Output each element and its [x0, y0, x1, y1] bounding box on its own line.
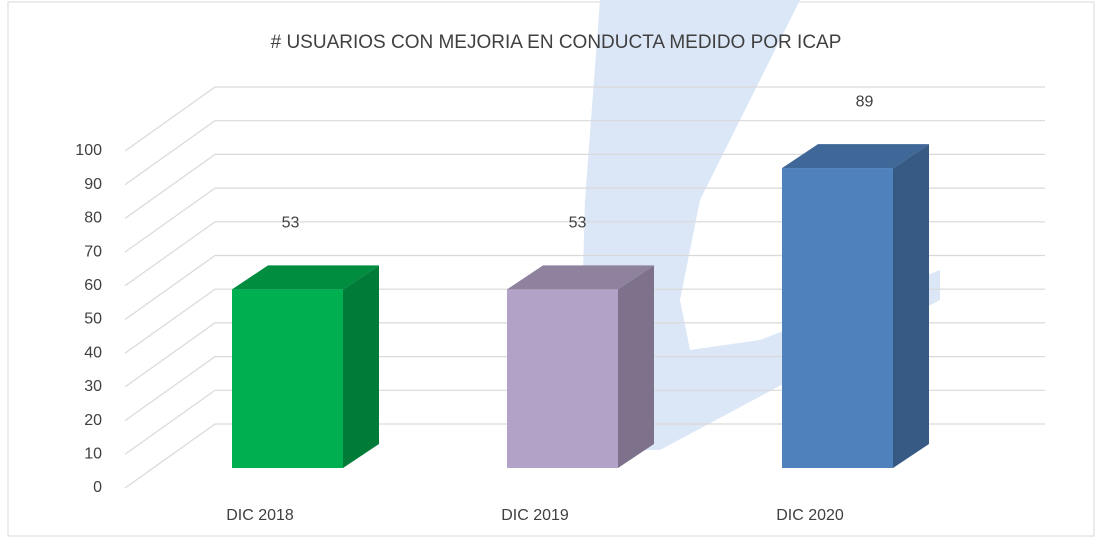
bar-top: [782, 144, 929, 169]
y-tick-label: 70: [84, 243, 102, 260]
bar-top: [232, 265, 379, 290]
grid-line: [124, 221, 1045, 287]
bar: [782, 168, 893, 468]
y-tick-label: 50: [84, 311, 102, 328]
bar: [232, 289, 343, 468]
bar: [507, 289, 618, 468]
y-tick-label: 90: [84, 176, 102, 193]
y-tick-label: 30: [84, 378, 102, 395]
y-tick-label: 80: [84, 210, 102, 227]
y-tick-label: 60: [84, 277, 102, 294]
grid-line: [124, 86, 1045, 152]
grid-line: [124, 389, 1045, 455]
grid-line: [124, 322, 1045, 388]
grid-line: [124, 153, 1045, 219]
y-tick-label: 40: [84, 344, 102, 361]
x-tick-label: DIC 2019: [501, 507, 569, 524]
grid-line: [124, 120, 1045, 186]
grid-line: [124, 356, 1045, 422]
bar-top: [507, 265, 654, 290]
y-tick-label: 0: [93, 479, 102, 496]
grid-line: [124, 423, 1045, 489]
data-label: 53: [569, 215, 587, 232]
data-label: 53: [282, 215, 300, 232]
y-tick-label: 100: [75, 142, 102, 159]
grid-line: [124, 254, 1045, 320]
data-label: 89: [856, 93, 874, 110]
x-tick-label: DIC 2018: [226, 507, 294, 524]
x-tick-label: DIC 2020: [776, 507, 844, 524]
grid-line: [124, 187, 1045, 253]
y-tick-label: 20: [84, 412, 102, 429]
chart-title: # USUARIOS CON MEJORIA EN CONDUCTA MEDID…: [271, 32, 842, 53]
y-tick-label: 10: [84, 446, 102, 463]
bar-side: [618, 265, 654, 468]
grid-line: [124, 288, 1045, 354]
bar-side: [893, 144, 929, 468]
bar-side: [343, 265, 379, 468]
